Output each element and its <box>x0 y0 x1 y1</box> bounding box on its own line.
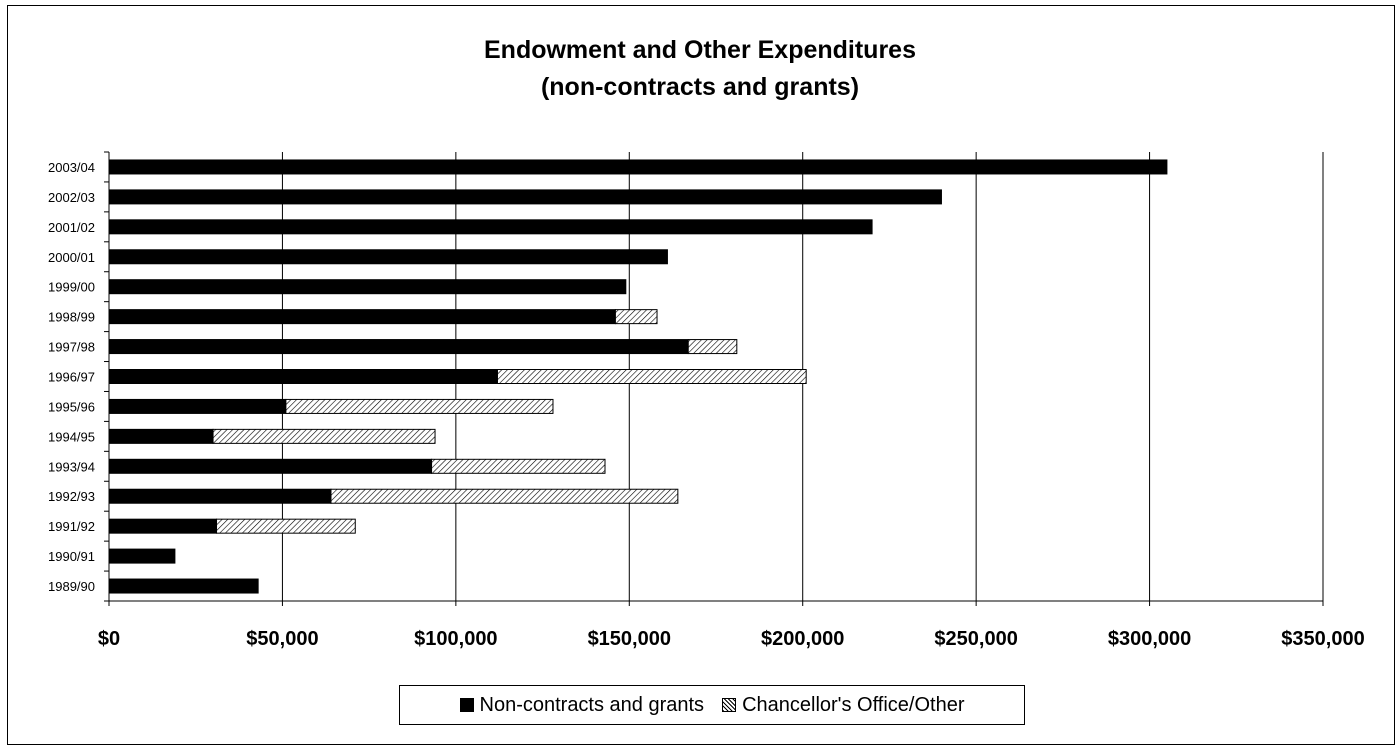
y-tick-label: 1995/96 <box>48 399 95 414</box>
bar-non-contracts <box>108 398 287 414</box>
y-tick-label: 1992/93 <box>48 489 95 504</box>
y-tick-label: 1998/99 <box>48 310 95 325</box>
chart-legend: Non-contracts and grants Chancellor's Of… <box>399 685 1025 725</box>
bar-non-contracts <box>108 309 616 325</box>
bar-chancellors-office <box>330 488 679 504</box>
bar-non-contracts <box>108 189 942 205</box>
y-tick-label: 2003/04 <box>48 160 95 175</box>
y-tick-label: 1997/98 <box>48 340 95 355</box>
x-tick-label: $100,000 <box>414 628 497 650</box>
legend-swatch-solid-icon <box>459 698 474 712</box>
bar-chancellors-office <box>496 369 807 384</box>
y-tick-label: 2000/01 <box>48 250 95 265</box>
bar-chancellors-office <box>687 339 738 355</box>
y-tick-label: 1996/97 <box>48 370 95 385</box>
bar-non-contracts <box>108 159 1168 175</box>
x-tick-label: $150,000 <box>588 628 671 650</box>
x-tick-label: $350,000 <box>1281 628 1364 650</box>
bar-non-contracts <box>108 458 433 474</box>
y-tick-label: 1991/92 <box>48 519 95 534</box>
x-tick-label: $0 <box>98 628 120 650</box>
chart-title-block: Endowment and Other Expenditures (non-co… <box>0 32 1400 106</box>
bar-non-contracts <box>108 548 176 564</box>
y-tick-label: 2001/02 <box>48 220 95 235</box>
bar-non-contracts <box>108 339 689 355</box>
bar-chancellors-office <box>216 518 356 534</box>
legend-label: Chancellor's Office/Other <box>742 693 965 716</box>
y-tick-label: 1993/94 <box>48 459 95 474</box>
bar-non-contracts <box>108 488 332 504</box>
legend-item-non-contracts: Non-contracts and grants <box>459 693 705 717</box>
bar-chancellors-office <box>212 428 436 444</box>
legend-swatch-hatched-icon <box>722 698 737 712</box>
bar-non-contracts <box>108 219 873 235</box>
bar-non-contracts <box>108 578 259 594</box>
bar-chancellors-office <box>431 458 606 474</box>
chart-subtitle: (non-contracts and grants) <box>540 73 860 101</box>
bar-non-contracts <box>108 518 218 534</box>
bar-non-contracts <box>108 428 214 444</box>
chart-title: Endowment and Other Expenditures <box>484 36 916 64</box>
y-tick-label: 1989/90 <box>48 579 95 594</box>
legend-label: Non-contracts and grants <box>479 693 705 716</box>
y-tick-label: 2002/03 <box>48 190 95 205</box>
x-tick-label: $50,000 <box>246 628 318 650</box>
bar-non-contracts <box>108 249 668 265</box>
bar-chancellors-office <box>285 398 554 414</box>
bar-non-contracts <box>108 279 627 295</box>
x-tick-label: $200,000 <box>761 628 844 650</box>
y-tick-label: 1990/91 <box>48 549 95 564</box>
bar-chancellors-office <box>614 309 658 325</box>
x-tick-label: $300,000 <box>1108 628 1191 650</box>
y-tick-label: 1999/00 <box>48 280 95 295</box>
x-tick-label: $250,000 <box>934 628 1017 650</box>
legend-item-chancellors-office: Chancellor's Office/Other <box>722 693 965 717</box>
bar-non-contracts <box>108 369 498 384</box>
y-tick-label: 1994/95 <box>48 429 95 444</box>
